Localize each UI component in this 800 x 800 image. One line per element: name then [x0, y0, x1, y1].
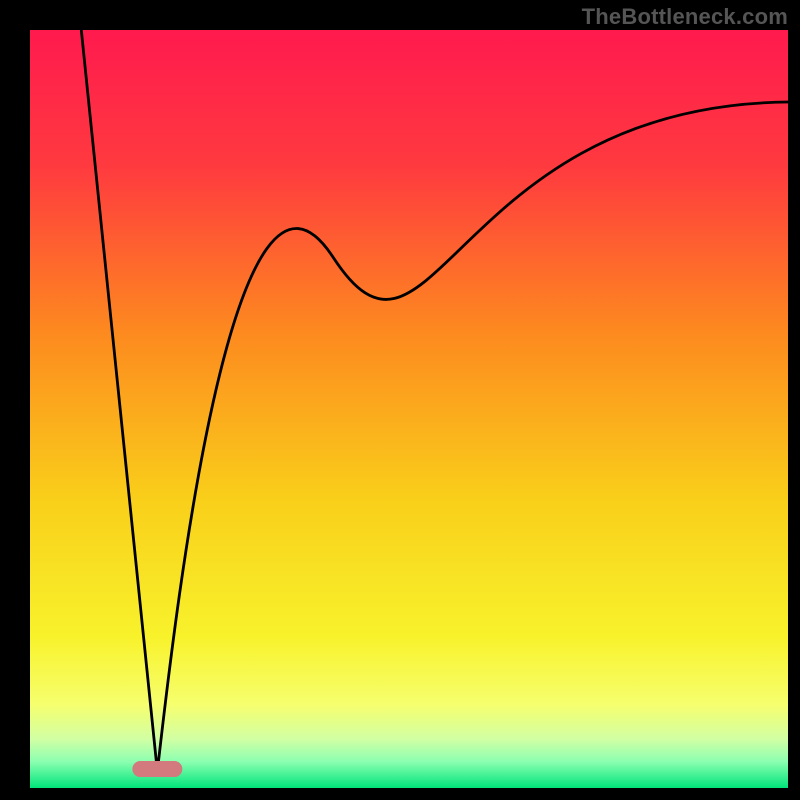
gradient-background	[30, 30, 788, 788]
chart-container: TheBottleneck.com	[0, 0, 800, 800]
watermark-text: TheBottleneck.com	[582, 4, 788, 30]
bottleneck-chart	[0, 0, 800, 800]
optimum-marker	[132, 761, 182, 777]
